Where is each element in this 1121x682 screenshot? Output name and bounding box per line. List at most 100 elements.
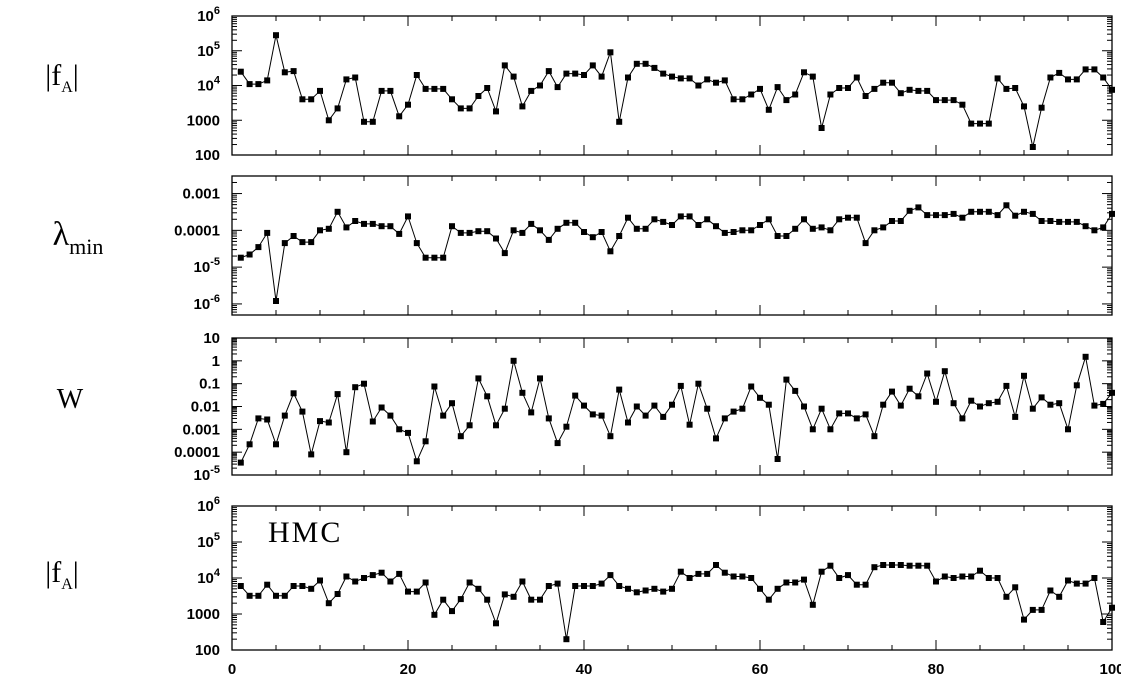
data-point [237,583,244,589]
data-point [255,592,262,599]
data-point [449,223,455,230]
data-point [906,562,913,569]
data-point [598,580,605,587]
data-point [809,225,816,232]
data-point [871,564,878,571]
data-point [625,214,631,221]
data-point [457,596,464,603]
y-axis-label: λmin [53,216,104,259]
data-point [255,244,262,251]
data-point [713,79,719,86]
data-point [484,393,491,400]
data-point [809,601,816,608]
data-point [501,591,508,598]
data-point [616,386,623,393]
data-point [457,229,464,236]
data-point [528,220,535,227]
data-point [633,589,640,596]
data-point [897,90,904,97]
data-point [317,577,323,584]
data-point [853,74,860,81]
data-point [563,219,570,226]
data-point [721,415,728,422]
data-point [273,298,279,304]
data-point [959,573,966,580]
data-point [493,422,499,429]
data-point [721,229,728,236]
data-point [572,583,579,589]
data-point [369,572,376,579]
data-point [1082,353,1089,360]
data-point [581,583,587,589]
data-point [554,580,561,587]
data-point [924,212,931,219]
data-point [968,120,975,127]
data-point [1100,224,1107,231]
data-point [941,97,948,104]
data-point [792,91,799,98]
data-point [273,441,279,448]
data-point [669,222,675,228]
data-point [985,575,992,581]
data-point [537,375,543,382]
data-point [1091,402,1098,409]
y-tick-label: 0.1 [199,376,220,393]
data-point [677,75,684,82]
x-tick-label: 20 [400,661,417,678]
data-point [484,85,491,91]
data-point [642,587,649,594]
data-point [783,579,790,586]
data-point [449,608,455,615]
data-point [431,254,438,261]
data-point [1073,382,1080,389]
data-point [449,400,455,407]
data-point [748,383,755,390]
data-point [334,591,341,597]
y-tick-label: 0.01 [191,399,220,416]
data-point [862,411,869,418]
y-tick-label: 100 [195,642,220,659]
y-axis-label: |fA| [45,556,79,593]
data-point [466,229,473,236]
data-point [422,254,429,261]
data-point [510,357,517,364]
data-point [308,96,315,103]
data-point [475,93,482,99]
data-point [255,415,262,422]
data-point [1100,400,1107,407]
data-point [572,219,579,226]
data-point [343,573,350,580]
panel-1: 106 105 104 1000 100 |fA| [45,5,1115,164]
data-point [598,73,605,80]
data-point [519,578,526,585]
data-point [783,233,790,239]
data-point [889,79,895,86]
data-point [352,218,359,224]
data-point [1003,202,1010,209]
data-point [1091,575,1098,581]
panel-2: 0.001 0.0001 10-5 10-6 λmin [53,175,1115,316]
data-point [915,87,922,94]
data-point [1056,593,1063,600]
data-point [1056,218,1063,225]
data-point [1021,372,1027,379]
data-point [598,229,605,235]
data-point [405,213,411,220]
data-point [246,251,253,258]
data-point [431,611,438,618]
data-point [1038,218,1045,224]
data-point [677,382,684,389]
data-point [361,118,367,125]
data-point [669,585,675,592]
data-point [686,213,693,220]
data-point [818,125,825,131]
x-tick-label: 60 [752,661,769,678]
data-point [1003,85,1010,92]
data-point [721,569,728,576]
y-axis-label: W [57,384,84,415]
data-point [413,240,420,247]
data-point [396,230,403,237]
data-point [334,208,341,215]
